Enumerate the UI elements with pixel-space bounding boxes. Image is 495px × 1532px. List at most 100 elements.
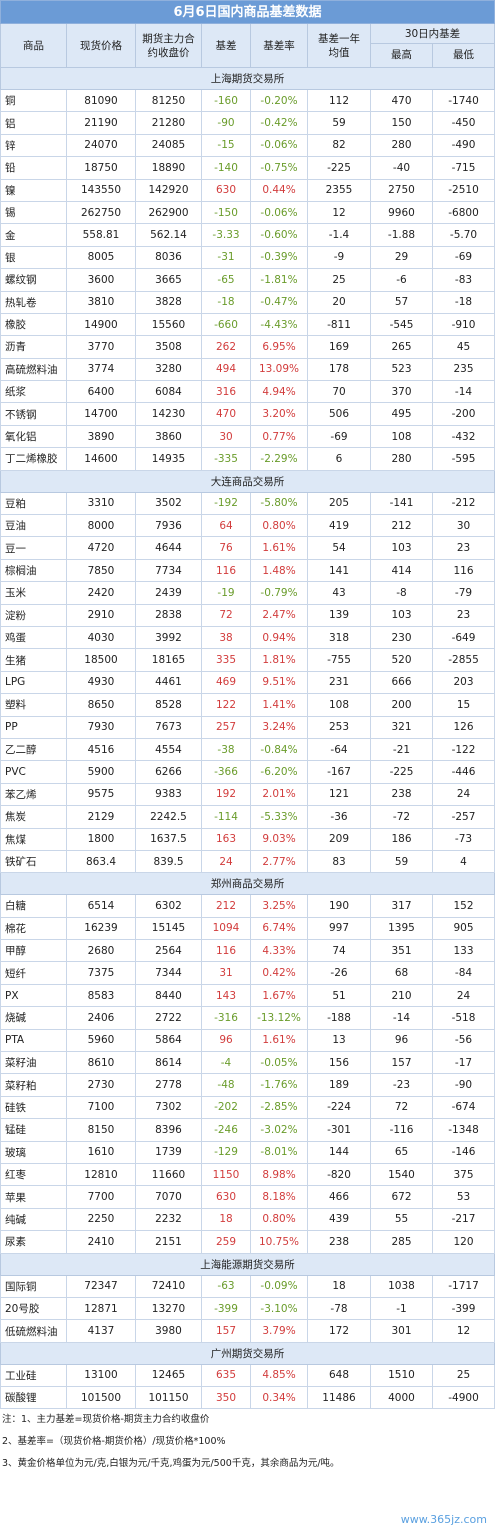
cell-basis-avg: 139 xyxy=(308,604,371,626)
cell-basis-avg: 205 xyxy=(308,492,371,515)
cell-futures: 3992 xyxy=(136,626,202,649)
cell-name: 锌 xyxy=(1,134,67,157)
cell-low: -490 xyxy=(433,134,495,157)
cell-basis-rate: 0.80% xyxy=(251,515,308,537)
header-spot: 现货价格 xyxy=(67,24,136,67)
cell-basis-rate: 4.33% xyxy=(251,940,308,962)
cell-low: -910 xyxy=(433,313,495,336)
cell-low: -399 xyxy=(433,1297,495,1320)
cell-basis-avg: 70 xyxy=(308,381,371,403)
cell-basis: -15 xyxy=(202,134,251,157)
cell-spot: 4930 xyxy=(67,671,136,694)
cell-high: 470 xyxy=(371,90,433,112)
cell-name: 棉花 xyxy=(1,917,67,940)
cell-basis: -129 xyxy=(202,1141,251,1163)
cell-basis: -150 xyxy=(202,201,251,224)
cell-low: -73 xyxy=(433,828,495,850)
cell-basis: 212 xyxy=(202,895,251,917)
cell-basis-avg: 169 xyxy=(308,336,371,358)
cell-futures: 7936 xyxy=(136,515,202,537)
cell-low: -14 xyxy=(433,381,495,403)
cell-futures: 18165 xyxy=(136,649,202,671)
cell-basis: 1094 xyxy=(202,917,251,940)
cell-high: 1395 xyxy=(371,917,433,940)
cell-low: -84 xyxy=(433,962,495,984)
cell-basis: 316 xyxy=(202,381,251,403)
cell-basis-rate: -5.33% xyxy=(251,806,308,828)
cell-basis-avg: -1.4 xyxy=(308,224,371,246)
cell-low: -90 xyxy=(433,1074,495,1096)
cell-basis: 1150 xyxy=(202,1163,251,1186)
cell-basis-avg: 238 xyxy=(308,1231,371,1253)
cell-futures: 21280 xyxy=(136,112,202,134)
cell-basis-avg: 6 xyxy=(308,448,371,470)
table-row: 铝 21190 21280 -90 -0.42% 59 150 -450 xyxy=(0,112,495,135)
cell-low: 23 xyxy=(433,604,495,626)
table-row: 锌 24070 24085 -15 -0.06% 82 280 -490 xyxy=(0,134,495,158)
cell-futures: 2722 xyxy=(136,1007,202,1029)
header-basis: 基差 xyxy=(202,24,251,67)
cell-basis-rate: -2.29% xyxy=(251,448,308,470)
cell-spot: 7700 xyxy=(67,1186,136,1208)
cell-futures: 3665 xyxy=(136,269,202,291)
cell-basis-rate: -0.06% xyxy=(251,201,308,224)
cell-basis-rate: -3.10% xyxy=(251,1297,308,1320)
cell-name: 金 xyxy=(1,224,67,246)
cell-basis-avg: -9 xyxy=(308,246,371,269)
cell-basis: 259 xyxy=(202,1231,251,1253)
cell-futures: 2564 xyxy=(136,940,202,962)
cell-name: 铝 xyxy=(1,112,67,134)
cell-basis: 630 xyxy=(202,179,251,201)
cell-name: 高硫燃料油 xyxy=(1,358,67,381)
cell-basis-rate: 0.80% xyxy=(251,1208,308,1231)
cell-name: 鸡蛋 xyxy=(1,626,67,649)
cell-low: 905 xyxy=(433,917,495,940)
cell-spot: 5900 xyxy=(67,761,136,783)
cell-basis-avg: 419 xyxy=(308,515,371,537)
cell-name: 豆一 xyxy=(1,537,67,559)
cell-low: -18 xyxy=(433,291,495,313)
cell-futures: 14935 xyxy=(136,448,202,470)
cell-low: -432 xyxy=(433,425,495,448)
cell-basis: -48 xyxy=(202,1074,251,1096)
table-row: 热轧卷 3810 3828 -18 -0.47% 20 57 -18 xyxy=(0,291,495,314)
cell-high: -545 xyxy=(371,313,433,336)
cell-high: 351 xyxy=(371,940,433,962)
cell-name: 苯乙烯 xyxy=(1,783,67,806)
cell-futures: 14230 xyxy=(136,403,202,425)
cell-low: -518 xyxy=(433,1007,495,1029)
cell-low: -649 xyxy=(433,626,495,649)
cell-spot: 3770 xyxy=(67,336,136,358)
cell-name: 锰硅 xyxy=(1,1119,67,1141)
cell-high: 666 xyxy=(371,671,433,694)
cell-futures: 7302 xyxy=(136,1096,202,1119)
cell-low: 23 xyxy=(433,537,495,559)
cell-basis: 335 xyxy=(202,649,251,671)
cell-high: 72 xyxy=(371,1096,433,1119)
cell-low: -6800 xyxy=(433,201,495,224)
cell-futures: 2778 xyxy=(136,1074,202,1096)
cell-basis: 30 xyxy=(202,425,251,448)
cell-spot: 5960 xyxy=(67,1029,136,1052)
cell-basis-rate: 2.77% xyxy=(251,850,308,873)
cell-spot: 3810 xyxy=(67,291,136,313)
cell-basis-rate: 3.20% xyxy=(251,403,308,425)
table-row: 塑料 8650 8528 122 1.41% 108 200 15 xyxy=(0,694,495,717)
cell-basis-avg: -755 xyxy=(308,649,371,671)
cell-basis-rate: -2.85% xyxy=(251,1096,308,1119)
cell-basis-rate: -6.20% xyxy=(251,761,308,783)
cell-basis-avg: -188 xyxy=(308,1007,371,1029)
cell-futures: 6084 xyxy=(136,381,202,403)
cell-high: 301 xyxy=(371,1320,433,1342)
cell-name: 菜籽油 xyxy=(1,1052,67,1074)
cell-spot: 143550 xyxy=(67,179,136,201)
cell-low: -69 xyxy=(433,246,495,269)
table-row: 锡 262750 262900 -150 -0.06% 12 9960 -6800 xyxy=(0,201,495,225)
cell-futures: 4461 xyxy=(136,671,202,694)
table-row: 苹果 7700 7070 630 8.18% 466 672 53 xyxy=(0,1186,495,1209)
cell-basis: -65 xyxy=(202,269,251,291)
cell-high: -40 xyxy=(371,157,433,179)
cell-futures: 2242.5 xyxy=(136,806,202,828)
watermark: www.365jz.com xyxy=(400,1513,487,1526)
cell-name: PVC xyxy=(1,761,67,783)
